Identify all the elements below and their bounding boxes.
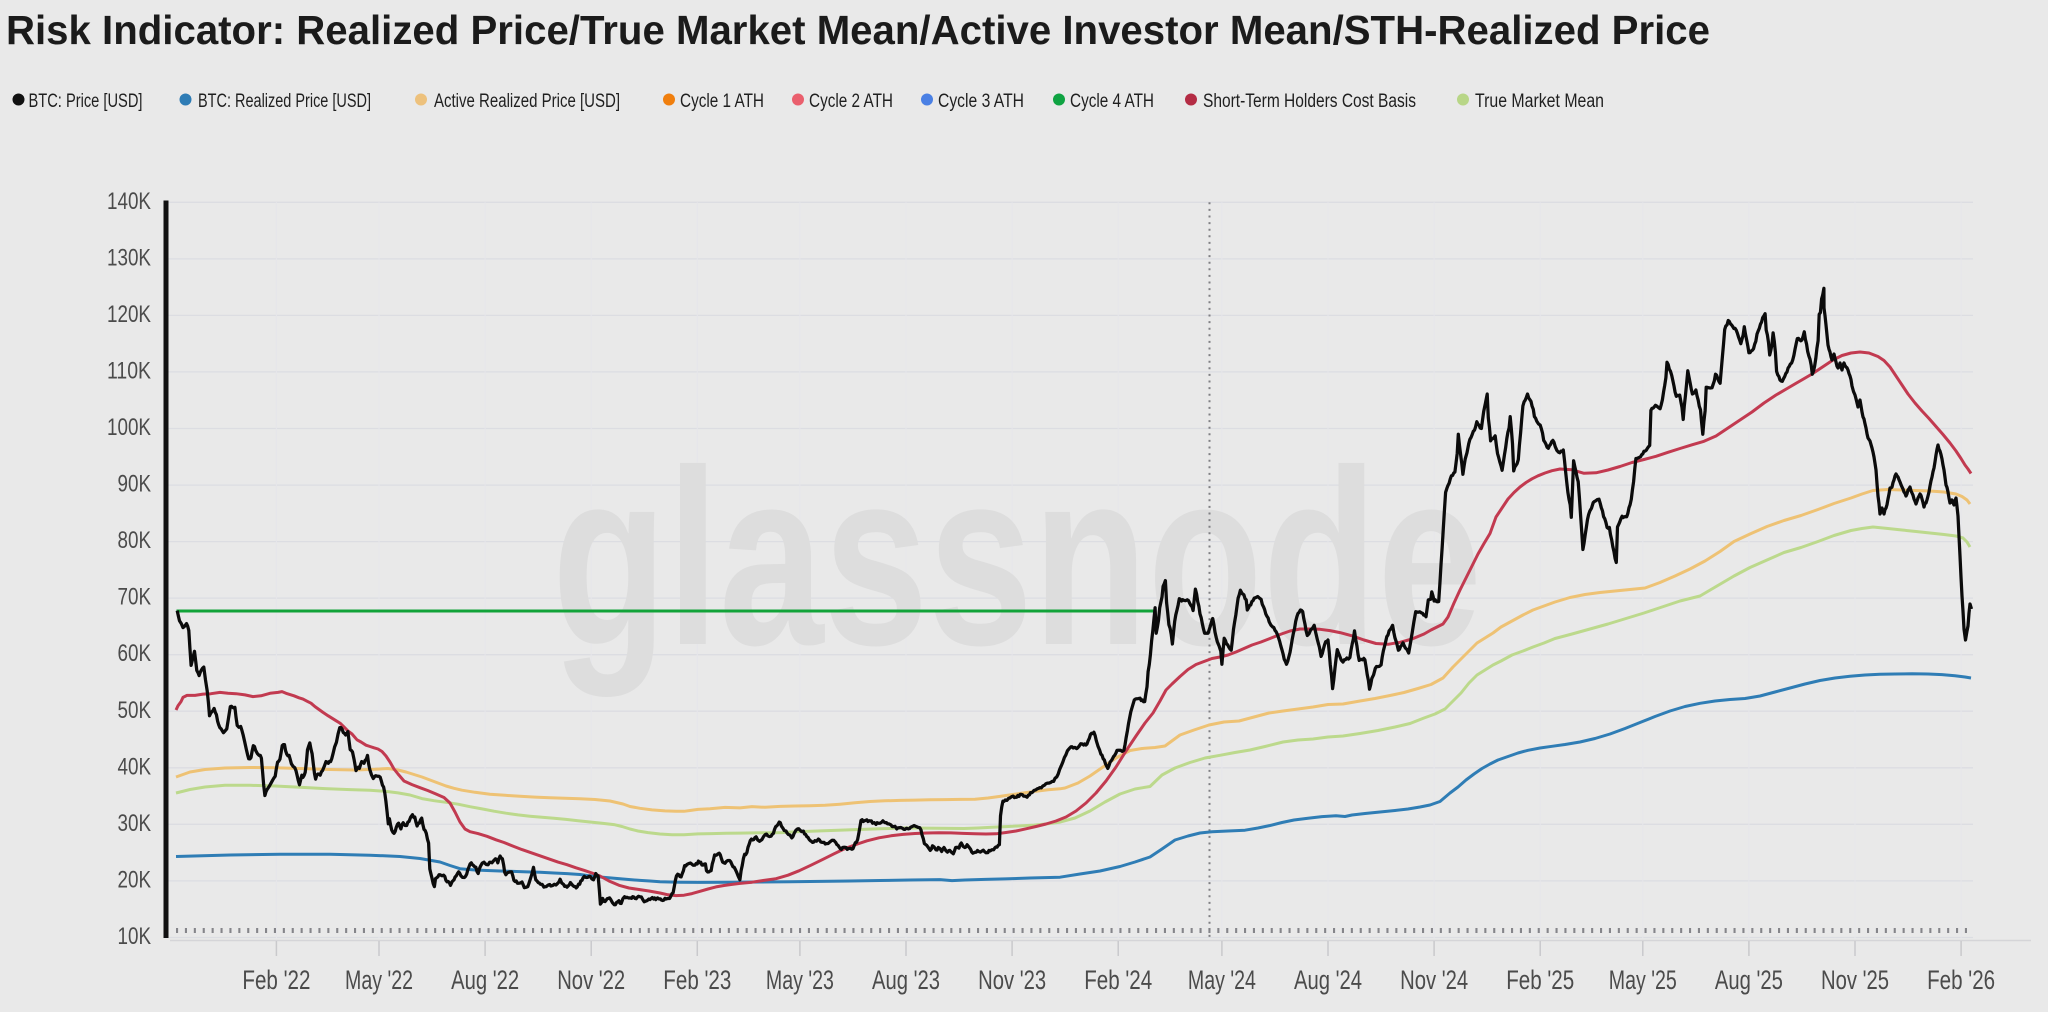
- svg-text:True Market Mean: True Market Mean: [1475, 91, 1604, 112]
- svg-text:Cycle 4 ATH: Cycle 4 ATH: [1070, 91, 1154, 112]
- svg-text:100K: 100K: [107, 414, 151, 441]
- svg-text:Aug '22: Aug '22: [451, 965, 519, 995]
- svg-text:May '22: May '22: [345, 965, 413, 995]
- svg-text:Cycle 3 ATH: Cycle 3 ATH: [938, 91, 1024, 112]
- svg-text:Risk Indicator: Realized Price: Risk Indicator: Realized Price/True Mark…: [6, 7, 1710, 53]
- svg-text:Cycle 1 ATH: Cycle 1 ATH: [680, 91, 764, 112]
- svg-text:May '25: May '25: [1609, 965, 1677, 995]
- svg-text:BTC: Realized Price [USD]: BTC: Realized Price [USD]: [198, 91, 371, 112]
- svg-text:Nov '24: Nov '24: [1400, 965, 1468, 995]
- svg-text:Feb '23: Feb '23: [663, 965, 731, 995]
- svg-text:120K: 120K: [107, 301, 151, 328]
- svg-text:80K: 80K: [118, 527, 152, 554]
- svg-text:May '24: May '24: [1188, 965, 1256, 995]
- svg-text:70K: 70K: [118, 584, 152, 611]
- svg-text:30K: 30K: [118, 810, 152, 837]
- svg-text:60K: 60K: [118, 640, 152, 667]
- svg-text:Aug '24: Aug '24: [1294, 965, 1362, 995]
- svg-text:Nov '22: Nov '22: [557, 965, 625, 995]
- svg-text:40K: 40K: [118, 753, 152, 780]
- svg-text:Aug '23: Aug '23: [872, 965, 940, 995]
- svg-text:10K: 10K: [118, 923, 152, 950]
- svg-text:Feb '22: Feb '22: [242, 965, 310, 995]
- svg-text:Cycle 2 ATH: Cycle 2 ATH: [809, 91, 893, 112]
- svg-text:Feb '24: Feb '24: [1084, 965, 1152, 995]
- svg-text:90K: 90K: [118, 471, 152, 498]
- svg-text:Nov '25: Nov '25: [1821, 965, 1889, 995]
- svg-text:110K: 110K: [107, 357, 151, 384]
- svg-text:50K: 50K: [118, 697, 152, 724]
- svg-text:Aug '25: Aug '25: [1715, 965, 1783, 995]
- svg-text:20K: 20K: [118, 866, 152, 893]
- svg-text:Short-Term Holders Cost Basis: Short-Term Holders Cost Basis: [1203, 91, 1416, 112]
- svg-text:BTC: Price [USD]: BTC: Price [USD]: [29, 91, 143, 112]
- svg-text:140K: 140K: [107, 188, 151, 215]
- svg-text:May '23: May '23: [766, 965, 834, 995]
- svg-text:glassnode: glassnode: [552, 418, 1482, 697]
- svg-text:Feb '26: Feb '26: [1927, 965, 1995, 995]
- svg-text:130K: 130K: [107, 244, 151, 271]
- svg-text:Feb '25: Feb '25: [1506, 965, 1574, 995]
- svg-text:Nov '23: Nov '23: [978, 965, 1046, 995]
- svg-text:Active Realized Price [USD]: Active Realized Price [USD]: [434, 91, 620, 112]
